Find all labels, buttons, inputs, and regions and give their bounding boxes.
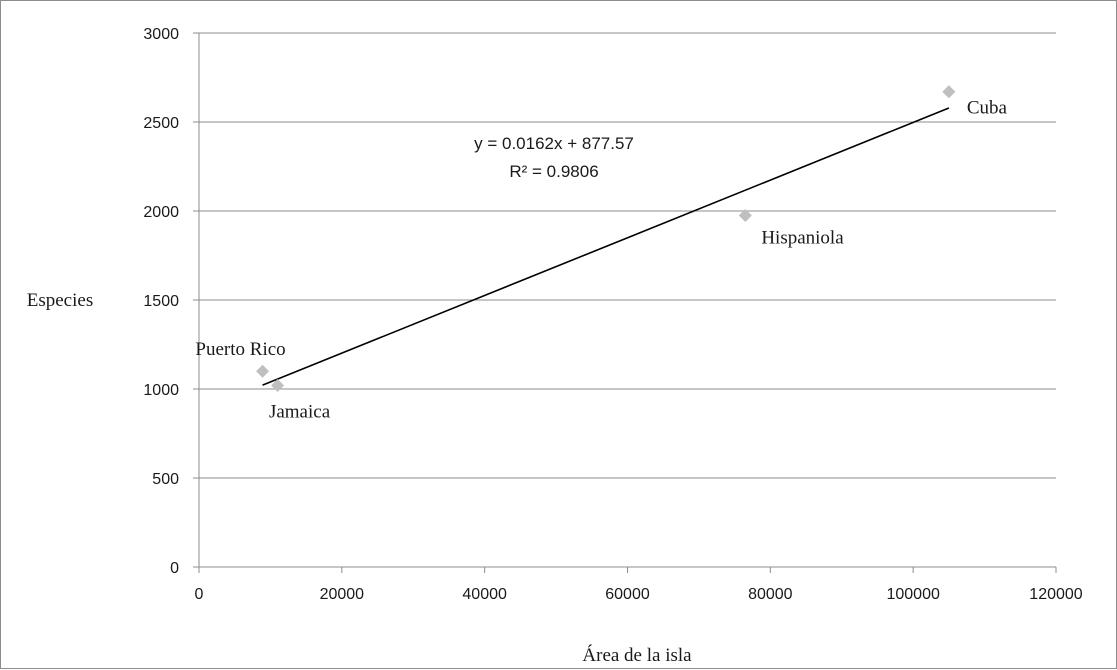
- point-label-cuba: Cuba: [967, 98, 1008, 119]
- data-points: [256, 85, 956, 392]
- y-tick-labels: 0 500 1000 1500 2000 2500 3000: [143, 26, 179, 577]
- y-tick-label-2000: 2000: [143, 204, 179, 221]
- data-point-puerto-rico: [256, 364, 270, 378]
- y-tick-label-1000: 1000: [143, 382, 179, 399]
- x-tick-labels: 0 20000 40000 60000 80000 100000 120000: [195, 586, 1083, 603]
- y-tick-label-1500: 1500: [143, 293, 179, 310]
- x-tick-label-20000: 20000: [320, 586, 365, 603]
- y-tick-label-3000: 3000: [143, 26, 179, 43]
- x-tick-label-60000: 60000: [605, 586, 650, 603]
- data-point-hispaniola: [738, 208, 752, 222]
- trendline-group: [262, 107, 950, 386]
- x-tick-label-0: 0: [195, 586, 204, 603]
- trendline-equation: y = 0.0162x + 877.57: [474, 134, 634, 153]
- point-labels: Cuba Hispaniola Puerto Rico Jamaica: [195, 98, 1007, 423]
- x-axis-title: Área de la isla: [582, 644, 692, 666]
- x-tick-label-120000: 120000: [1029, 586, 1082, 603]
- point-label-puerto-rico: Puerto Rico: [195, 339, 285, 360]
- x-tick-label-40000: 40000: [462, 586, 507, 603]
- axes: [193, 32, 1057, 573]
- y-axis-title: Especies: [27, 290, 93, 311]
- trendline: [262, 107, 950, 386]
- y-tick-label-2500: 2500: [143, 115, 179, 132]
- x-tick-label-80000: 80000: [748, 586, 793, 603]
- data-point-jamaica: [271, 378, 285, 392]
- point-label-hispaniola: Hispaniola: [761, 227, 844, 248]
- trendline-r-squared: R² = 0.9806: [509, 162, 598, 181]
- gridlines: [199, 32, 1056, 479]
- data-point-cuba: [942, 85, 956, 99]
- point-label-jamaica: Jamaica: [269, 401, 331, 422]
- y-tick-label-0: 0: [170, 560, 179, 577]
- x-tick-label-100000: 100000: [886, 586, 939, 603]
- y-tick-label-500: 500: [152, 471, 179, 488]
